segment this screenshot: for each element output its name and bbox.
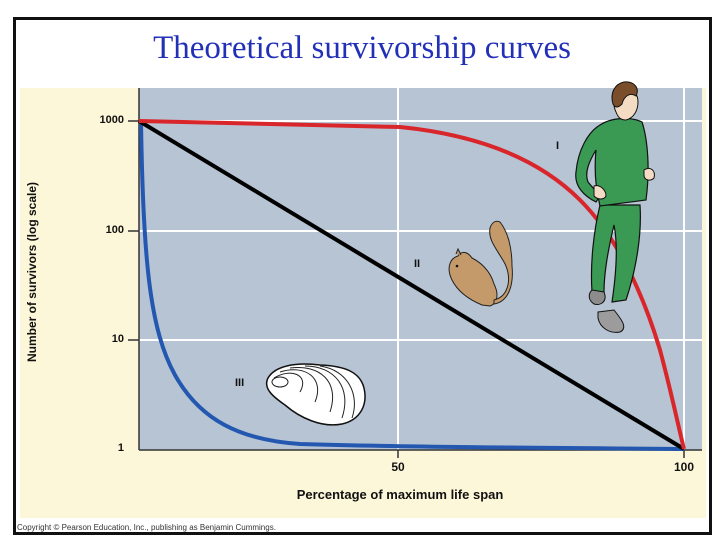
x-tick-100: 100 (673, 460, 695, 474)
gridlines (139, 88, 702, 450)
y-tick-100: 100 (105, 224, 124, 236)
y-axis-label: Number of survivors (log scale) (25, 181, 39, 363)
oyster-illustration (265, 363, 366, 426)
y-tick-1000: 1000 (99, 114, 124, 126)
curve-type-iii (139, 120, 685, 451)
squirrel-illustration (448, 220, 513, 307)
curve-label-type-i: I (556, 140, 560, 152)
x-tick-50: 50 (391, 460, 405, 474)
curve-type-ii (137, 119, 686, 451)
jogger-illustration (575, 81, 655, 333)
copyright-notice: Copyright © Pearson Education, Inc., pub… (17, 523, 276, 532)
chart-title: Theoretical survivorship curves (153, 30, 571, 66)
curve-label-type-ii: II (414, 258, 421, 270)
y-tick-10: 10 (111, 333, 124, 345)
x-axis-label: Percentage of maximum life span (296, 487, 504, 502)
curve-label-type-iii: III (235, 377, 245, 389)
curve-type-i (138, 119, 686, 450)
y-tick-1: 1 (117, 442, 124, 454)
